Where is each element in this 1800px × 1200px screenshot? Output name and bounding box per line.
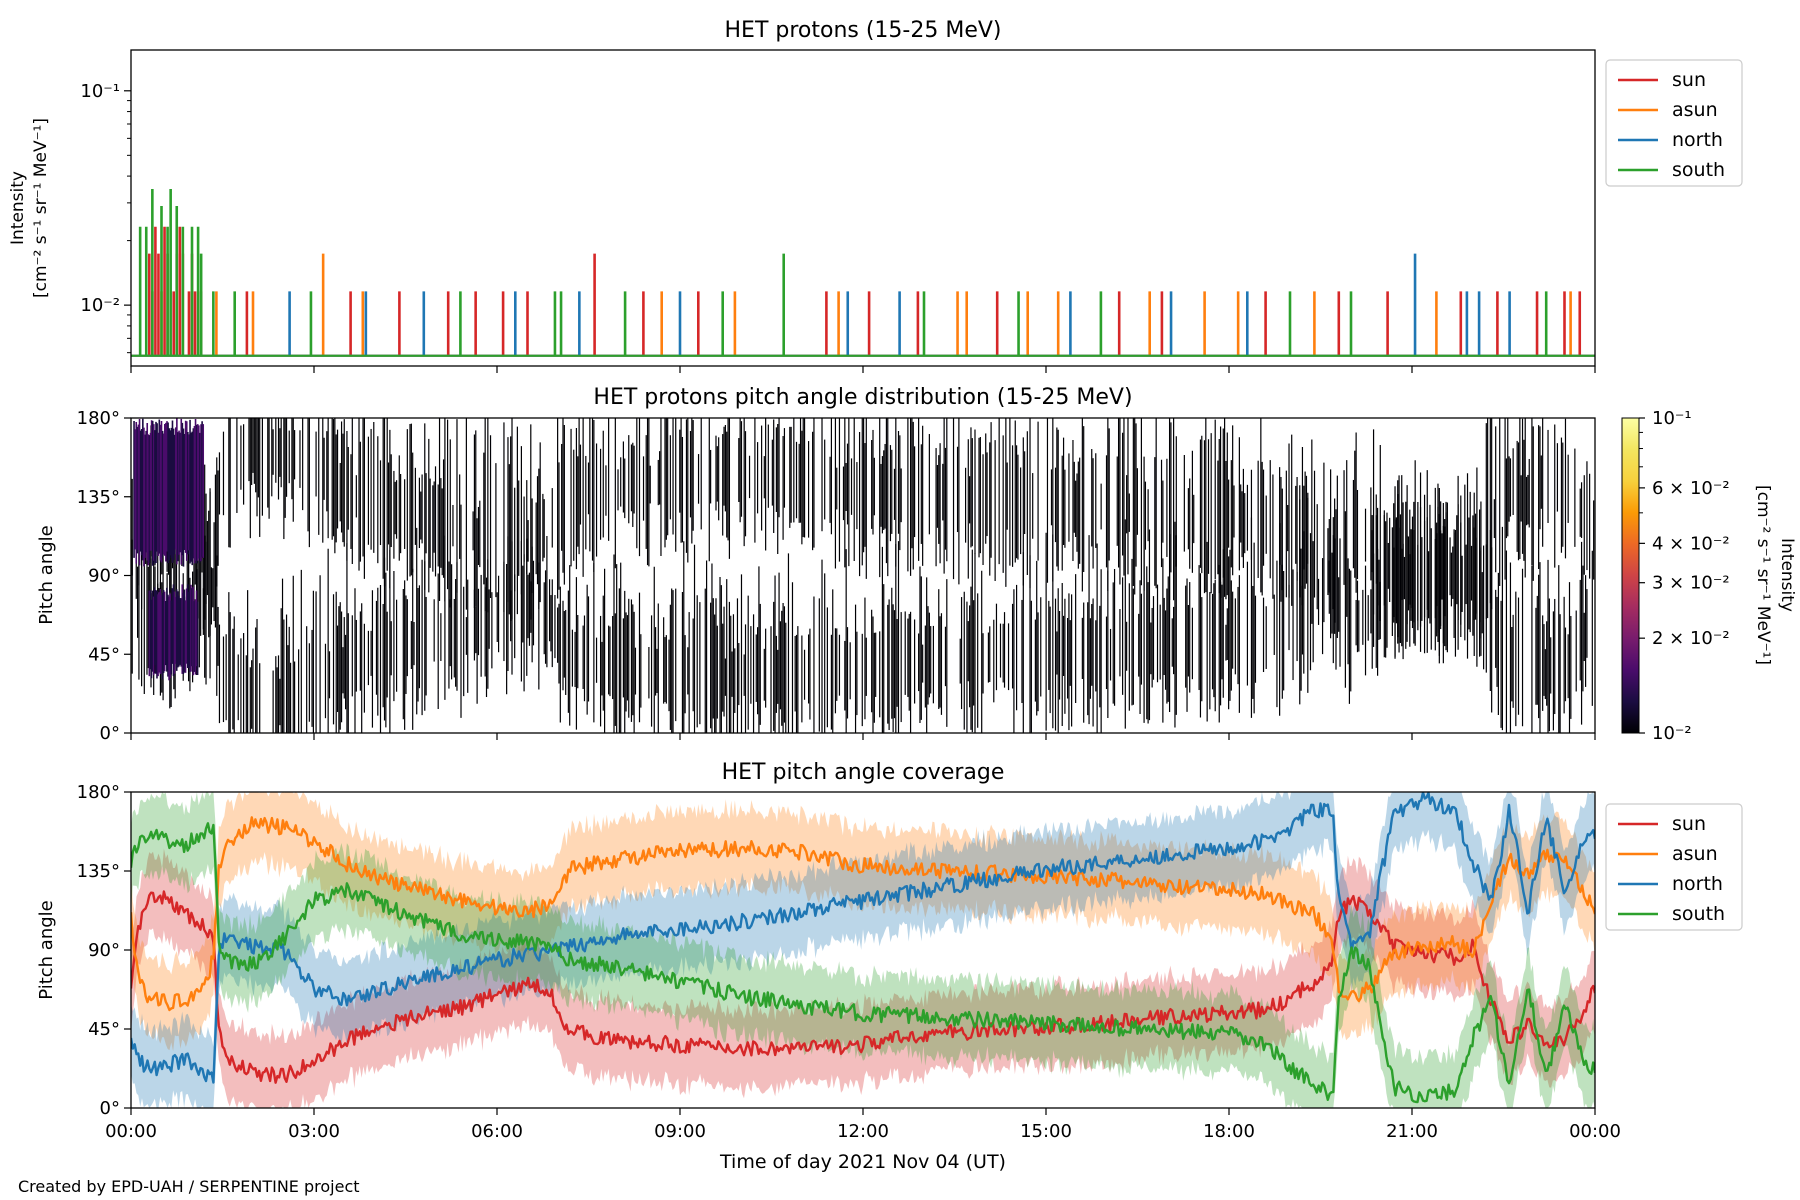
panel-intensity: HET protons (15-25 MeV) 10⁻¹ 10⁻² Intensi… [8, 18, 1743, 373]
xtick-label: 00:00 [105, 1121, 157, 1142]
colorbar-ticks: 10⁻¹ 6 × 10⁻² 4 × 10⁻² 3 × 10⁻² 2 × 10⁻² 10⁻² [1639, 408, 1730, 744]
legend-label-sun: sun [1672, 813, 1706, 835]
series-asun-line [131, 816, 1595, 1012]
colorbar-label: Intensity [cm⁻² s⁻¹ sr⁻¹ MeV⁻¹] [1753, 485, 1797, 665]
series-north-band [131, 792, 1595, 1108]
legend-box [1605, 803, 1743, 931]
intensity-lines [131, 189, 1595, 357]
xtick-label: 09:00 [654, 1121, 706, 1142]
ytick-label: 90° [88, 940, 120, 961]
legend-label-sun: sun [1672, 69, 1706, 91]
intensity-ylabel-line2: [cm⁻² s⁻¹ sr⁻¹ MeV⁻¹] [31, 118, 51, 298]
coverage-xlabel: Time of day 2021 Nov 04 (UT) [719, 1151, 1006, 1173]
series-sun-line [131, 890, 1595, 1084]
series-north-line [131, 792, 1595, 1084]
pad-ylabel: Pitch angle [36, 525, 57, 624]
panel-pitch-distribution: HET protons pitch angle distribution (15… [36, 385, 1797, 744]
ytick-label: 0° [100, 723, 120, 744]
panel-coverage-title: HET pitch angle coverage [722, 760, 1005, 785]
legend-label-south: south [1672, 159, 1725, 181]
ytick-label: 10⁻² [80, 295, 120, 316]
xtick-label: 00:00 [1569, 1121, 1621, 1142]
xtick-label: 18:00 [1203, 1121, 1255, 1142]
credit-footer: Created by EPD-UAH / SERPENTINE project [18, 1177, 360, 1196]
xtick-label: 12:00 [837, 1121, 889, 1142]
pad-axes: 0° 45° 90° 135° 180° [77, 408, 1596, 744]
intensity-axes: 10⁻¹ 10⁻² [80, 81, 1596, 373]
panel-coverage: HET pitch angle coverage 0° 45° 90° 135° 180… [36, 760, 1743, 1173]
colorbar [1621, 417, 1640, 734]
xtick-label: 06:00 [471, 1121, 523, 1142]
colorbar-tick-label: 2 × 10⁻² [1652, 628, 1730, 649]
legend-label-asun: asun [1672, 99, 1718, 121]
ytick-label: 135° [77, 861, 120, 882]
ytick-label: 180° [77, 408, 120, 429]
colorbar-label-line1: Intensity [1777, 538, 1797, 612]
ytick-label: 180° [77, 782, 120, 803]
coverage-lines [131, 792, 1595, 1108]
panel-pad-title: HET protons pitch angle distribution (15… [593, 385, 1132, 410]
legend-label-asun: asun [1672, 843, 1718, 865]
ytick-label: 10⁻¹ [80, 81, 120, 102]
series-south-intensity [131, 189, 1595, 357]
series-south-line [131, 822, 1595, 1104]
ytick-label: 90° [88, 566, 120, 587]
legend-label-north: north [1672, 129, 1723, 151]
series-south-band [131, 792, 1595, 1108]
legend-bottom: sun asun north south [1605, 803, 1743, 931]
colorbar-tick-label: 4 × 10⁻² [1652, 533, 1730, 554]
xtick-label: 03:00 [288, 1121, 340, 1142]
intensity-ylabel: Intensity [cm⁻² s⁻¹ sr⁻¹ MeV⁻¹] [8, 118, 51, 298]
ytick-label: 135° [77, 487, 120, 508]
panel-intensity-title: HET protons (15-25 MeV) [725, 18, 1002, 43]
series-asun-band [131, 792, 1595, 1052]
xtick-label: 21:00 [1386, 1121, 1438, 1142]
legend-label-north: north [1672, 873, 1723, 895]
coverage-axes: 0° 45° 90° 135° 180° 00:00 03:00 06:00 09:00 12:0… [77, 782, 1621, 1142]
legend-top: sun asun north south [1605, 59, 1743, 187]
colorbar-tick-label: 10⁻² [1652, 723, 1692, 744]
colorbar-tick-label: 3 × 10⁻² [1652, 573, 1730, 594]
coverage-plot-frame [130, 791, 1596, 1109]
colorbar-tick-label: 6 × 10⁻² [1652, 478, 1730, 499]
colorbar-label-line2: [cm⁻² s⁻¹ sr⁻¹ MeV⁻¹] [1753, 485, 1773, 665]
series-sun-intensity [131, 226, 1595, 357]
xtick-label: 15:00 [1020, 1121, 1072, 1142]
ytick-label: 45° [88, 1019, 120, 1040]
coverage-ylabel: Pitch angle [36, 900, 57, 999]
intensity-plot-frame [130, 49, 1596, 367]
pad-heatmap [131, 418, 1595, 733]
colorbar-tick-label: 10⁻¹ [1652, 408, 1692, 429]
legend-label-south: south [1672, 903, 1725, 925]
intensity-ylabel-line1: Intensity [8, 171, 28, 245]
legend-box [1605, 59, 1743, 187]
series-sun-band [131, 848, 1595, 1108]
pad-plot-frame [130, 417, 1596, 734]
ytick-label: 0° [100, 1098, 120, 1119]
ytick-label: 45° [88, 644, 120, 665]
